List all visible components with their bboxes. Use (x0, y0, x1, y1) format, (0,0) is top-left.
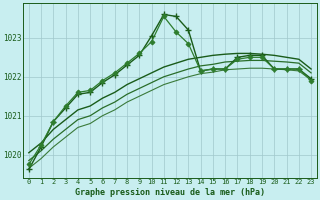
X-axis label: Graphe pression niveau de la mer (hPa): Graphe pression niveau de la mer (hPa) (75, 188, 265, 197)
